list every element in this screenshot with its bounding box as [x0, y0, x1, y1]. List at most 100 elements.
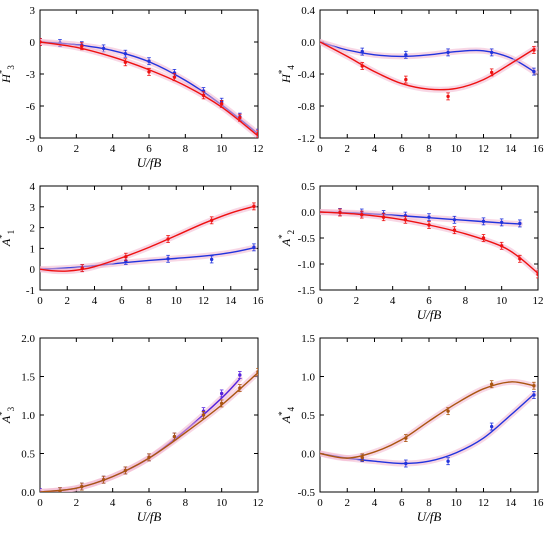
y-tick-label: 1.0: [301, 372, 315, 384]
chart-panel-6: 0 2 4 6 8 10 12 14 16-0.50.00.51.01.5A*4U/fB: [277, 333, 544, 524]
data-marker: [209, 257, 214, 262]
x-tick-label: 12: [253, 497, 264, 509]
data-marker: [536, 272, 538, 277]
y-tick-label: -6: [26, 101, 36, 113]
y-axis-label-base: A: [279, 415, 293, 424]
series-2-point: [256, 129, 258, 138]
data-marker: [252, 245, 256, 250]
data-marker: [489, 382, 494, 386]
plot-area: [320, 208, 538, 279]
x-tick-label: 4: [372, 497, 378, 509]
series-1-confidence-band: [320, 391, 537, 467]
y-tick-label: -9: [26, 133, 36, 145]
data-marker: [123, 60, 128, 64]
data-marker: [518, 221, 522, 226]
y-tick-label: 1: [30, 243, 36, 255]
x-tick-label: 4: [390, 295, 396, 307]
y-axis-label-base: A: [0, 415, 13, 424]
series-2-point: [123, 466, 128, 475]
data-marker: [532, 69, 536, 74]
data-marker: [238, 386, 242, 390]
y-tick-label: -0.5: [298, 487, 316, 499]
series-2-point: [101, 475, 106, 484]
series-1-fit-line: [40, 378, 241, 492]
data-marker: [404, 53, 408, 57]
series-2-point: [532, 46, 536, 54]
data-marker: [238, 373, 242, 377]
y-tick-label: 0.4: [301, 5, 315, 17]
x-tick-label: 0: [317, 295, 323, 307]
y-axis-label: A*1: [0, 230, 16, 247]
x-axis-label: U/fB: [137, 509, 162, 524]
y-axis-label-sub: 3: [6, 406, 16, 411]
data-marker: [209, 218, 214, 223]
data-marker: [446, 459, 450, 463]
y-tick-label: 3: [30, 202, 36, 214]
y-axis-label-sub: 4: [286, 406, 296, 411]
x-tick-label: 4: [110, 497, 116, 509]
series-2-point: [403, 215, 408, 224]
series-2-point: [446, 92, 450, 101]
y-axis-label-base: H: [279, 73, 293, 84]
series-2-point: [338, 208, 342, 217]
data-marker: [532, 48, 536, 52]
data-marker: [166, 237, 170, 241]
series-2-point: [219, 99, 224, 108]
x-tick-label: 14: [225, 295, 237, 307]
y-axis-label-base: H: [0, 73, 13, 84]
series-2-point: [452, 226, 457, 235]
series-1-point: [427, 213, 431, 222]
data-marker: [404, 77, 408, 82]
series-2-fit-line: [320, 381, 535, 459]
series-2-fit-line: [320, 41, 536, 91]
data-marker: [40, 40, 42, 44]
y-tick-label: -0.4: [298, 69, 316, 81]
series-1-point: [166, 254, 170, 263]
series-1-point: [489, 422, 494, 431]
data-marker: [219, 391, 224, 396]
data-marker: [80, 266, 84, 270]
y-tick-label: 0.5: [21, 449, 35, 461]
y-tick-label: 0: [30, 37, 36, 49]
data-marker: [499, 244, 504, 248]
series-2-point: [79, 482, 84, 491]
y-axis-label-sub: 2: [286, 230, 296, 235]
data-marker: [80, 484, 84, 489]
series-2-point: [201, 411, 206, 419]
data-marker: [404, 461, 408, 466]
series-1-point: [404, 459, 408, 468]
y-tick-label: 0.0: [301, 207, 315, 219]
x-tick-label: 6: [146, 143, 152, 155]
x-tick-label: 8: [183, 143, 189, 155]
series-2-point: [446, 407, 450, 416]
series-2-point: [381, 213, 386, 222]
series-1-confidence-band: [40, 375, 243, 492]
series-2-point: [80, 264, 85, 273]
x-tick-label: 10: [216, 497, 228, 509]
series-2-point: [360, 62, 365, 70]
series-1-point: [360, 47, 365, 56]
series-2-point: [360, 453, 365, 462]
x-tick-label: 2: [74, 497, 80, 509]
x-tick-label: 0: [37, 295, 43, 307]
data-marker: [532, 393, 536, 397]
y-tick-label: -3: [26, 69, 36, 81]
data-marker: [360, 49, 364, 54]
series-2-point: [536, 270, 538, 279]
x-tick-label: 2: [354, 295, 360, 307]
x-tick-label: 6: [399, 497, 405, 509]
y-tick-label: 4: [30, 181, 36, 193]
data-marker: [58, 489, 62, 492]
data-marker: [489, 70, 494, 75]
x-tick-label: 4: [92, 295, 98, 307]
y-axis-label-star: *: [0, 411, 7, 416]
x-tick-label: 6: [119, 295, 125, 307]
x-tick-label: 0: [317, 497, 323, 509]
series-1-fit-line: [40, 247, 255, 270]
x-tick-label: 0: [37, 497, 43, 509]
data-marker: [452, 218, 457, 222]
series-2-point: [404, 434, 408, 443]
y-axis-label-base: A: [0, 238, 13, 247]
x-tick-label: 6: [399, 143, 405, 155]
